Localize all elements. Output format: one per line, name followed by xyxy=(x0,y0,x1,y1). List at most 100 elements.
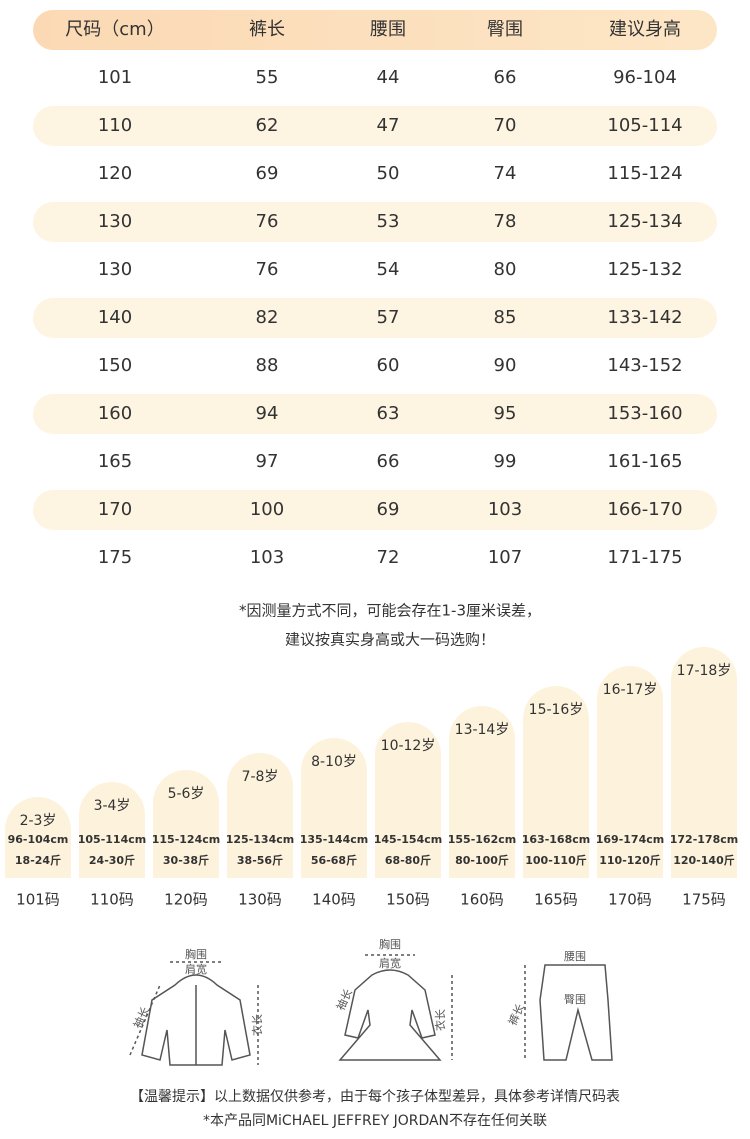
table-cell: 69 xyxy=(256,163,279,184)
table-cell: 44 xyxy=(377,67,400,88)
diagrams: 胸围 肩宽 袖长 衣长 胸围 肩宽 袖长 衣长 腰围 臀围 裤长 xyxy=(129,937,613,1066)
table-cell: 63 xyxy=(377,403,400,424)
header-bar xyxy=(33,10,717,50)
age-bar xyxy=(449,706,515,878)
row-bg xyxy=(33,202,717,242)
table-cell: 70 xyxy=(494,115,517,136)
size-label: 175码 xyxy=(682,891,726,909)
weight-label: 24-30斤 xyxy=(89,853,135,867)
footer-note: *本产品同MiCHAEL JEFFREY JORDAN不存在任何关联 xyxy=(203,1113,547,1129)
table-cell: 120 xyxy=(98,163,132,184)
diagram-label: 衣长 xyxy=(433,1009,447,1031)
diagram-label: 肩宽 xyxy=(185,962,207,976)
size-label: 130码 xyxy=(238,891,282,909)
height-label: 115-124cm xyxy=(152,833,220,846)
table-cell: 115-124 xyxy=(607,163,682,184)
table-cell: 161-165 xyxy=(607,451,682,472)
table-cell: 76 xyxy=(256,211,279,232)
table-cell: 66 xyxy=(494,67,517,88)
table-cell: 78 xyxy=(494,211,517,232)
age-label: 10-12岁 xyxy=(381,738,436,754)
size-label: 110码 xyxy=(90,891,134,909)
table-cell: 62 xyxy=(256,115,279,136)
diagram-label: 胸围 xyxy=(379,937,401,951)
table-cell: 125-132 xyxy=(607,259,682,280)
height-label: 163-168cm xyxy=(522,833,590,846)
height-label: 145-154cm xyxy=(374,833,442,846)
table-cell: 100 xyxy=(250,499,284,520)
pants-diagram: 腰围 臀围 裤长 xyxy=(505,950,613,1061)
table-cell: 72 xyxy=(377,547,400,568)
table-cell: 99 xyxy=(494,451,517,472)
table-cell: 55 xyxy=(256,67,279,88)
diagram-label: 衣长 xyxy=(250,1014,264,1036)
table-cell: 88 xyxy=(256,355,279,376)
weight-label: 100-110斤 xyxy=(525,853,587,867)
table-cell: 175 xyxy=(98,547,132,568)
age-bar xyxy=(301,738,367,878)
age-label: 3-4岁 xyxy=(94,798,131,814)
table-cell: 96-104 xyxy=(613,67,677,88)
table-cell: 57 xyxy=(377,307,400,328)
row-bg xyxy=(33,298,717,338)
note: 建议按真实身高或大一码选购！ xyxy=(285,631,495,649)
table-cell: 160 xyxy=(98,403,132,424)
table-cell: 153-160 xyxy=(607,403,682,424)
header-cell: 腰围 xyxy=(370,19,406,40)
table-cell: 143-152 xyxy=(607,355,682,376)
table-cell: 130 xyxy=(98,211,132,232)
table-cell: 66 xyxy=(377,451,400,472)
height-label: 169-174cm xyxy=(596,833,664,846)
table-cell: 60 xyxy=(377,355,400,376)
diagram-label: 腰围 xyxy=(564,950,586,963)
table-cell: 82 xyxy=(256,307,279,328)
table-cell: 47 xyxy=(377,115,400,136)
table-cell: 133-142 xyxy=(607,307,682,328)
age-label: 5-6岁 xyxy=(168,786,205,802)
age-bar xyxy=(79,782,145,878)
table-cell: 103 xyxy=(488,499,522,520)
age-bar xyxy=(153,770,219,878)
table-cell: 69 xyxy=(377,499,400,520)
size-label: 101码 xyxy=(16,891,60,909)
age-label: 16-17岁 xyxy=(603,682,658,698)
table-cell: 166-170 xyxy=(607,499,682,520)
diagram-label: 袖长 xyxy=(130,1005,152,1031)
table-cell: 80 xyxy=(494,259,517,280)
diagram-label: 裤长 xyxy=(505,1002,527,1028)
age-label: 15-16岁 xyxy=(529,702,584,718)
header-cell: 建议身高 xyxy=(609,19,681,40)
note: *因测量方式不同，可能会存在1-3厘米误差， xyxy=(239,602,541,620)
table-cell: 105-114 xyxy=(607,115,682,136)
weight-label: 110-120斤 xyxy=(599,853,661,867)
table-cell: 90 xyxy=(494,355,517,376)
age-label: 13-14岁 xyxy=(455,722,510,738)
weight-label: 56-68斤 xyxy=(311,853,357,867)
row-bg xyxy=(33,106,717,146)
table-cell: 140 xyxy=(98,307,132,328)
header-cell: 尺码（cm） xyxy=(65,19,164,40)
table-cell: 101 xyxy=(98,67,132,88)
table-cell: 150 xyxy=(98,355,132,376)
age-bar xyxy=(5,797,71,878)
age-label: 17-18岁 xyxy=(677,663,732,679)
age-label: 7-8岁 xyxy=(242,769,279,785)
age-bar xyxy=(375,722,441,878)
dress-diagram: 胸围 肩宽 袖长 衣长 xyxy=(333,937,453,1061)
size-label: 140码 xyxy=(312,891,356,909)
size-label: 160码 xyxy=(460,891,504,909)
table-cell: 165 xyxy=(98,451,132,472)
size-label: 170码 xyxy=(608,891,652,909)
table-cell: 170 xyxy=(98,499,132,520)
table-cell: 107 xyxy=(488,547,522,568)
table-cell: 94 xyxy=(256,403,279,424)
weight-label: 120-140斤 xyxy=(673,853,735,867)
height-label: 172-178cm xyxy=(670,833,738,846)
table-cell: 130 xyxy=(98,259,132,280)
row-bg xyxy=(33,490,717,530)
table-cell: 50 xyxy=(377,163,400,184)
table-cell: 95 xyxy=(494,403,517,424)
table-cell: 76 xyxy=(256,259,279,280)
weight-label: 68-80斤 xyxy=(385,853,431,867)
